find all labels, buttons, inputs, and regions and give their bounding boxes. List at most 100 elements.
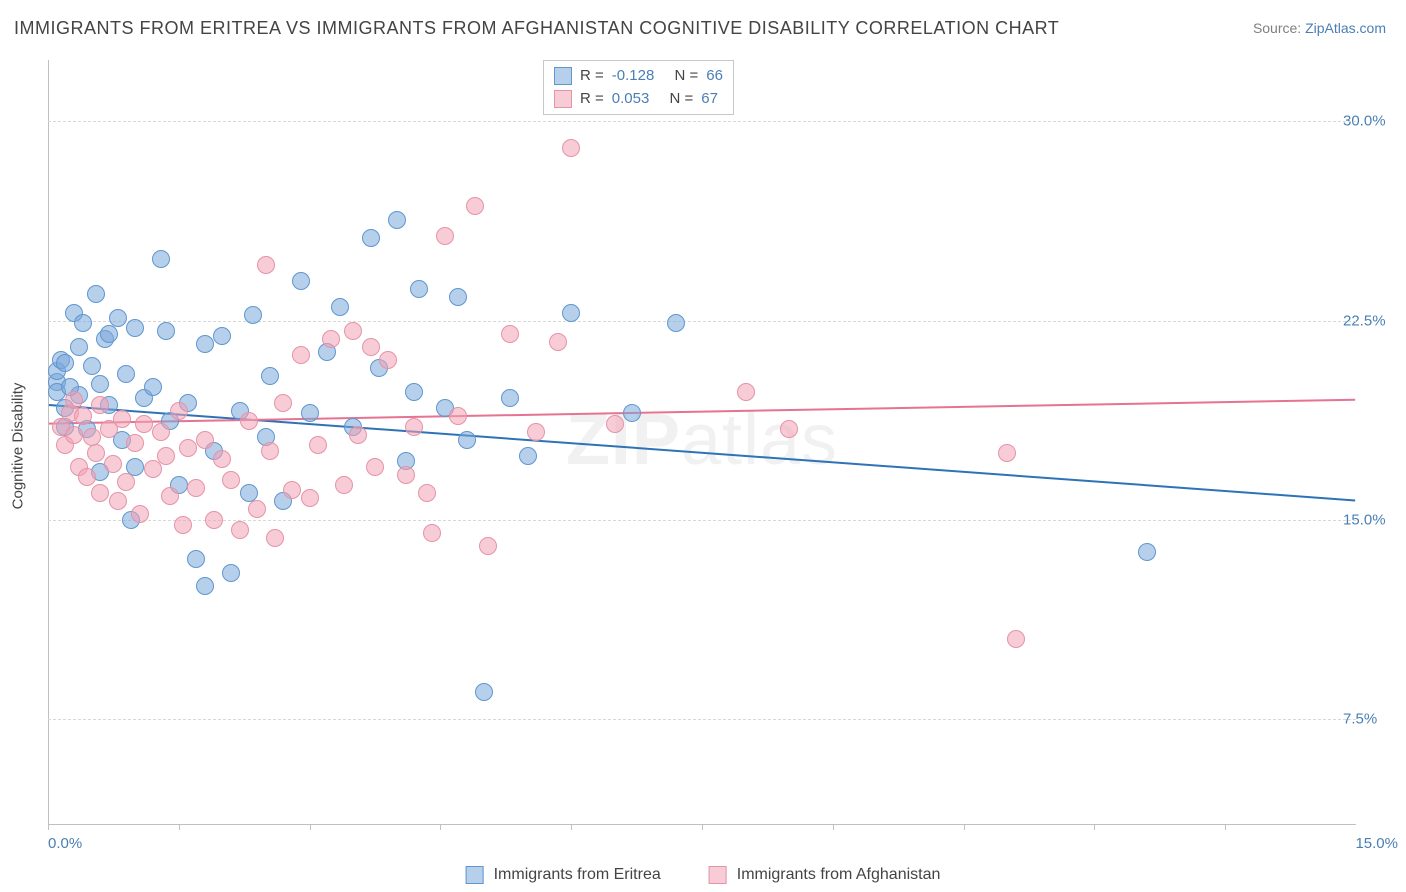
data-point (152, 423, 170, 441)
xtick (702, 824, 703, 830)
stats-r-label-1: R = (580, 65, 604, 88)
data-point (449, 288, 467, 306)
data-point (126, 319, 144, 337)
data-point (222, 564, 240, 582)
data-point (362, 338, 380, 356)
data-point (423, 524, 441, 542)
stats-n-val-1: 66 (706, 65, 723, 88)
gridline (48, 520, 1356, 521)
data-point (466, 197, 484, 215)
data-point (161, 487, 179, 505)
stats-row-series1: R = -0.128 N = 66 (554, 65, 723, 88)
data-point (100, 325, 118, 343)
data-point (501, 389, 519, 407)
stats-n-label-1: N = (674, 65, 698, 88)
data-point (113, 410, 131, 428)
data-point (266, 529, 284, 547)
data-point (549, 333, 567, 351)
data-point (344, 322, 362, 340)
data-point (436, 227, 454, 245)
xtick (964, 824, 965, 830)
legend-item-series1: Immigrants from Eritrea (466, 866, 661, 884)
data-point (196, 431, 214, 449)
data-point (379, 351, 397, 369)
data-point (157, 322, 175, 340)
data-point (349, 426, 367, 444)
data-point (292, 346, 310, 364)
source-attribution: Source: ZipAtlas.com (1253, 20, 1386, 36)
data-point (458, 431, 476, 449)
stats-r-val-1: -0.128 (612, 65, 655, 88)
data-point (91, 396, 109, 414)
data-point (78, 468, 96, 486)
source-link[interactable]: ZipAtlas.com (1305, 20, 1386, 36)
data-point (244, 306, 262, 324)
data-point (196, 577, 214, 595)
source-prefix: Source: (1253, 20, 1305, 36)
data-point (366, 458, 384, 476)
data-point (410, 280, 428, 298)
xtick-label-left: 0.0% (48, 835, 82, 852)
data-point (104, 455, 122, 473)
data-point (362, 229, 380, 247)
data-point (222, 471, 240, 489)
swatch-series2 (554, 90, 572, 108)
data-point (213, 450, 231, 468)
data-point (388, 211, 406, 229)
data-point (257, 256, 275, 274)
xtick (1225, 824, 1226, 830)
data-point (83, 357, 101, 375)
xtick (310, 824, 311, 830)
xtick (571, 824, 572, 830)
xtick (179, 824, 180, 830)
data-point (301, 489, 319, 507)
data-point (170, 402, 188, 420)
data-point (309, 436, 327, 454)
data-point (135, 415, 153, 433)
stats-r-val-2: 0.053 (612, 88, 650, 111)
data-point (157, 447, 175, 465)
legend-swatch-2 (709, 866, 727, 884)
stats-row-series2: R = 0.053 N = 67 (554, 88, 723, 111)
bottom-legend: Immigrants from Eritrea Immigrants from … (466, 866, 941, 884)
data-point (144, 460, 162, 478)
data-point (187, 550, 205, 568)
data-point (418, 484, 436, 502)
data-point (109, 309, 127, 327)
data-point (65, 426, 83, 444)
legend-label-1: Immigrants from Eritrea (494, 866, 661, 884)
data-point (126, 434, 144, 452)
data-point (179, 439, 197, 457)
data-point (1138, 543, 1156, 561)
data-point (91, 484, 109, 502)
data-point (109, 492, 127, 510)
data-point (479, 537, 497, 555)
data-point (562, 304, 580, 322)
y-axis-line (48, 60, 49, 824)
data-point (261, 442, 279, 460)
data-point (780, 420, 798, 438)
data-point (562, 139, 580, 157)
data-point (292, 272, 310, 290)
data-point (131, 505, 149, 523)
data-point (231, 521, 249, 539)
xtick (440, 824, 441, 830)
data-point (667, 314, 685, 332)
data-point (87, 285, 105, 303)
swatch-series1 (554, 67, 572, 85)
data-point (74, 314, 92, 332)
data-point (74, 407, 92, 425)
legend-item-series2: Immigrants from Afghanistan (709, 866, 941, 884)
data-point (213, 327, 231, 345)
data-point (405, 418, 423, 436)
data-point (274, 394, 292, 412)
legend-label-2: Immigrants from Afghanistan (737, 866, 941, 884)
data-point (1007, 630, 1025, 648)
data-point (240, 412, 258, 430)
data-point (187, 479, 205, 497)
data-point (301, 404, 319, 422)
y-axis-label: Cognitive Disability (10, 383, 27, 510)
data-point (405, 383, 423, 401)
data-point (737, 383, 755, 401)
data-point (261, 367, 279, 385)
